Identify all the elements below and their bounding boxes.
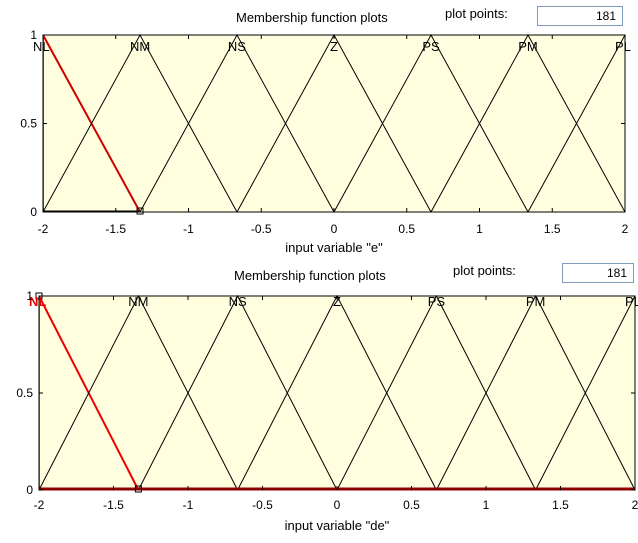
mf-curve-ns[interactable] bbox=[137, 294, 338, 491]
mf-label-nm[interactable]: NM bbox=[128, 294, 148, 309]
mf-curve-nl[interactable] bbox=[43, 34, 141, 213]
x-tick-label: -1 bbox=[183, 498, 194, 512]
x-tick-label: 2 bbox=[632, 498, 638, 512]
mf-label-z[interactable]: Z bbox=[333, 294, 341, 309]
mf-label-ps[interactable]: PS bbox=[422, 39, 440, 54]
plot-points-input[interactable] bbox=[537, 6, 623, 26]
y-tick-label: 0 bbox=[30, 205, 37, 219]
plot-points-label: plot points: bbox=[445, 6, 508, 21]
x-tick-label: -1.5 bbox=[105, 222, 126, 236]
x-tick-label: 0.5 bbox=[398, 222, 415, 236]
x-axis-label: input variable "de" bbox=[285, 518, 390, 533]
plot-points-input[interactable] bbox=[562, 263, 634, 283]
mf-curve-ps[interactable] bbox=[333, 33, 529, 213]
x-tick-label: -0.5 bbox=[251, 222, 272, 236]
mf-label-pm[interactable]: PM bbox=[518, 39, 538, 54]
mf-handle[interactable] bbox=[136, 207, 144, 215]
mf-label-z[interactable]: Z bbox=[330, 39, 338, 54]
y-tick-label: 0 bbox=[26, 483, 33, 497]
mf-label-ps[interactable]: PS bbox=[428, 294, 446, 309]
mf-plot-de[interactable]: NL NM NS Z PS PM PL-2 -1.5 -1 -0.5 0 0.5 1 1.5 200.51i… bbox=[0, 260, 638, 542]
mf-curve-ns[interactable] bbox=[139, 33, 335, 213]
plot-area[interactable] bbox=[38, 295, 636, 491]
y-tick-label: 0.5 bbox=[16, 386, 33, 400]
mf-curve-pl[interactable] bbox=[527, 34, 625, 213]
x-axis-label: input variable "e" bbox=[285, 240, 383, 255]
x-tick-label: -2 bbox=[34, 498, 45, 512]
x-tick-label: -1 bbox=[183, 222, 194, 236]
mf-label-ns[interactable]: NS bbox=[229, 294, 247, 309]
y-tick-label: 0.5 bbox=[20, 117, 37, 131]
mf-label-nl[interactable]: NL bbox=[29, 294, 46, 309]
mf-label-pm[interactable]: PM bbox=[526, 294, 546, 309]
x-tick-label: 2 bbox=[622, 222, 629, 236]
y-tick-label: 1 bbox=[26, 289, 33, 303]
plot-area[interactable] bbox=[42, 34, 626, 213]
mf-plot-e[interactable]: NL NM NS Z PS PM PL -2 -1.5 -1 -0.5 0 0.5 1 1.5 2 0 0.5 1 i… bbox=[0, 0, 638, 262]
mf-label-nl[interactable]: NL bbox=[33, 39, 50, 54]
plot-points-label: plot points: bbox=[453, 263, 516, 278]
x-tick-label: 0.5 bbox=[403, 498, 420, 512]
mf-label-ns[interactable]: NS bbox=[228, 39, 246, 54]
x-tick-label: 1.5 bbox=[544, 222, 561, 236]
mf-handle[interactable] bbox=[134, 485, 142, 493]
x-tick-label: 0 bbox=[331, 222, 338, 236]
x-tick-label: -0.5 bbox=[252, 498, 273, 512]
x-tick-label: -2 bbox=[38, 222, 49, 236]
panel-title: Membership function plots bbox=[234, 268, 386, 283]
x-tick-label: 1 bbox=[476, 222, 483, 236]
x-tick-label: 0 bbox=[334, 498, 341, 512]
mf-label-nm[interactable]: NM bbox=[130, 39, 150, 54]
mf-curve-nm[interactable] bbox=[43, 33, 238, 213]
mf-curve-pl[interactable] bbox=[535, 295, 635, 491]
mf-curve-pm[interactable] bbox=[430, 33, 625, 213]
mf-curve-nm[interactable] bbox=[39, 294, 239, 491]
y-tick-label: 1 bbox=[30, 28, 37, 42]
mf-curve-pm[interactable] bbox=[435, 294, 635, 491]
mf-curve-ps[interactable] bbox=[336, 294, 537, 491]
mf-curve-nl[interactable] bbox=[39, 295, 140, 491]
x-tick-label: 1.5 bbox=[552, 498, 569, 512]
mf-label-pl[interactable]: PL bbox=[615, 39, 631, 54]
x-tick-label: 1 bbox=[483, 498, 490, 512]
panel-title: Membership function plots bbox=[236, 10, 388, 25]
x-tick-label: -1.5 bbox=[103, 498, 124, 512]
